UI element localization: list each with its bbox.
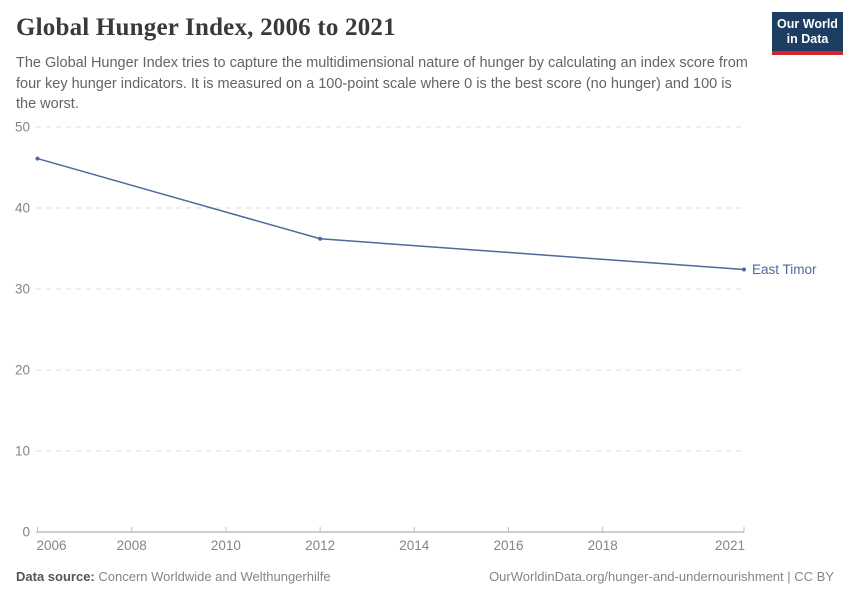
data-point-2006[interactable]	[35, 156, 40, 161]
chart-title: Global Hunger Index, 2006 to 2021	[16, 14, 396, 41]
x-tick-label-2021: 2021	[715, 538, 745, 553]
y-tick-label-30: 30	[15, 282, 30, 297]
series-label[interactable]: East Timor	[752, 262, 817, 277]
data-point-2021[interactable]	[742, 267, 746, 272]
x-tick-label-2012: 2012	[305, 538, 335, 553]
y-tick-label-50: 50	[15, 120, 30, 135]
x-tick-label-2010: 2010	[211, 538, 241, 553]
x-tick-label-2008: 2008	[117, 538, 147, 553]
owid-logo-line1: Our World	[777, 17, 838, 31]
x-tick-label-2018: 2018	[588, 538, 618, 553]
footer-link[interactable]: OurWorldinData.org/hunger-and-undernouri…	[489, 569, 784, 584]
y-tick-label-10: 10	[15, 444, 30, 459]
owid-logo-line2: in Data	[786, 32, 829, 46]
footer-license: CC BY	[794, 569, 834, 584]
data-source-label: Data source:	[16, 569, 95, 584]
x-tick-label-2016: 2016	[493, 538, 523, 553]
x-tick-label-2006: 2006	[37, 538, 67, 553]
data-source-value: Concern Worldwide and Welthungerhilfe	[98, 569, 331, 584]
data-source: Data source: Concern Worldwide and Welth…	[16, 569, 331, 584]
data-point-2012[interactable]	[318, 236, 323, 241]
footer-separator: |	[783, 569, 795, 584]
chart-footer: Data source: Concern Worldwide and Welth…	[16, 569, 834, 584]
footer-attribution: OurWorldinData.org/hunger-and-undernouri…	[489, 569, 834, 584]
series-line[interactable]	[37, 157, 745, 271]
x-tick-label-2014: 2014	[399, 538, 430, 553]
y-tick-label-0: 0	[22, 525, 30, 540]
chart-subtitle: The Global Hunger Index tries to capture…	[16, 55, 748, 113]
owid-logo[interactable]: Our World in Data	[772, 12, 843, 55]
y-tick-label-20: 20	[15, 363, 30, 378]
y-tick-label-40: 40	[15, 201, 30, 216]
